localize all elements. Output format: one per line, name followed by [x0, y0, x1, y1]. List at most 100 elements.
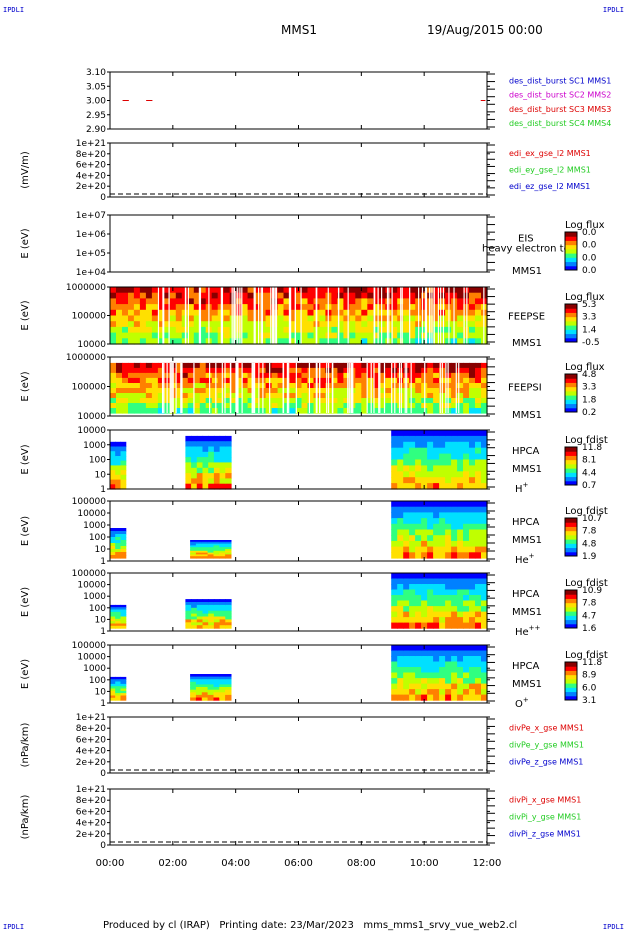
heatmap-cell: [457, 552, 464, 559]
heatmap-cell: [195, 697, 203, 701]
heatmap-cell: [110, 474, 116, 481]
heatmap-cell: [217, 377, 225, 384]
legend-entry: des_dist_burst SC1 MMS1: [509, 76, 611, 85]
heatmap-cell: [451, 408, 458, 414]
heatmap-cell: [133, 332, 141, 339]
heatmap-cell: [457, 388, 464, 394]
colorbar-swatch: [565, 455, 577, 461]
heatmap-cell: [219, 547, 226, 550]
heatmap-cell: [481, 689, 488, 696]
heatmap-cell: [319, 332, 326, 339]
heatmap-cell: [253, 388, 261, 394]
colorbar-swatch: [565, 395, 577, 400]
ytick-label: 1: [100, 627, 106, 637]
heatmap-cell: [469, 573, 476, 580]
ytick-label: 0: [100, 841, 106, 851]
heatmap-cell: [145, 326, 153, 334]
heatmap-cell: [481, 453, 488, 461]
heatmap-cell: [110, 688, 116, 692]
heatmap-cell: [397, 622, 404, 629]
heatmap-cell: [451, 403, 458, 409]
heatmap-cell: [110, 388, 117, 394]
heatmap-cell: [139, 403, 147, 409]
heatmap-cell: [235, 332, 243, 339]
heatmap-cell: [181, 398, 189, 404]
heatmap-cell: [225, 446, 232, 453]
heatmap-cell: [225, 604, 232, 609]
heatmap-cell: [115, 690, 121, 694]
heatmap-cell: [115, 446, 121, 452]
heatmap-cell: [403, 523, 410, 531]
heatmap-cell: [202, 602, 209, 606]
heatmap-cell: [409, 661, 416, 668]
heatmap-cell: [433, 667, 440, 674]
heatmap-cell: [202, 616, 209, 620]
heatmap-cell: [451, 600, 458, 607]
heatmap-cell: [133, 321, 141, 328]
heatmap-cell: [481, 506, 488, 513]
heatmap-cell: [208, 625, 215, 629]
heatmap-cell: [207, 554, 214, 557]
heatmap-cell: [157, 326, 165, 334]
heatmap-cell: [157, 287, 165, 294]
heatmap-cell: [343, 321, 350, 328]
colorbar-swatch: [565, 374, 577, 379]
heatmap-cell: [451, 650, 458, 657]
heatmap-block: [190, 540, 232, 559]
heatmap-cell: [391, 678, 398, 685]
heatmap-cell: [457, 584, 464, 591]
heatmap-cell: [196, 473, 204, 479]
heatmap-cell: [427, 512, 434, 519]
heatmap-cell: [208, 473, 215, 479]
heatmap-cell: [110, 309, 117, 317]
heatmap-cell: [415, 518, 422, 525]
heatmap-cell: [253, 362, 261, 369]
heatmap-cell: [355, 367, 362, 374]
heatmap-cell: [355, 388, 362, 394]
heatmap-cell: [391, 518, 398, 525]
heatmap-cell: [265, 287, 273, 294]
heatmap-cell: [219, 687, 226, 691]
heatmap-cell: [223, 309, 231, 317]
heatmap-cell: [265, 408, 273, 414]
colorbar-swatch: [565, 615, 577, 621]
heatmap-cell: [421, 689, 428, 696]
heatmap-cell: [115, 686, 121, 690]
heatmap-cell: [295, 362, 303, 369]
colorbar-swatch: [565, 543, 577, 549]
heatmap-cell: [289, 372, 297, 379]
heatmap-cell: [213, 547, 220, 550]
heatmap-cell: [403, 435, 410, 443]
heatmap-cell: [451, 483, 458, 490]
heatmap-cell: [110, 540, 116, 544]
heatmap-cell: [225, 694, 232, 699]
heatmap-cell: [201, 681, 209, 685]
heatmap-cell: [337, 383, 344, 389]
colorbar-swatch: [565, 329, 577, 335]
heatmap-cell: [355, 292, 362, 299]
heatmap-cell: [409, 372, 416, 379]
heatmap-cell: [225, 478, 232, 485]
heatmap-cell: [219, 674, 226, 678]
heatmap-cell: [481, 501, 488, 508]
heatmap-cell: [319, 315, 326, 322]
heatmap-cell: [120, 460, 127, 466]
heatmap-cell: [241, 338, 249, 345]
heatmap-cell: [337, 372, 344, 379]
heatmap-cell: [235, 321, 243, 328]
ytick-label: 10: [95, 545, 107, 555]
heatmap-cell: [481, 523, 488, 531]
heatmap-cell: [457, 694, 464, 701]
heatmap-cell: [225, 697, 232, 701]
heatmap-cell: [208, 462, 215, 469]
heatmap-cell: [115, 456, 121, 462]
heatmap-cell: [463, 465, 470, 472]
heatmap-cell: [217, 367, 225, 374]
heatmap-cell: [295, 315, 303, 322]
heatmap-cell: [213, 607, 221, 612]
heatmap-cell: [403, 600, 410, 607]
heatmap-cell: [463, 600, 470, 607]
heatmap-cell: [295, 326, 303, 334]
heatmap-cell: [265, 304, 273, 311]
ytick-label: 100: [89, 456, 106, 466]
